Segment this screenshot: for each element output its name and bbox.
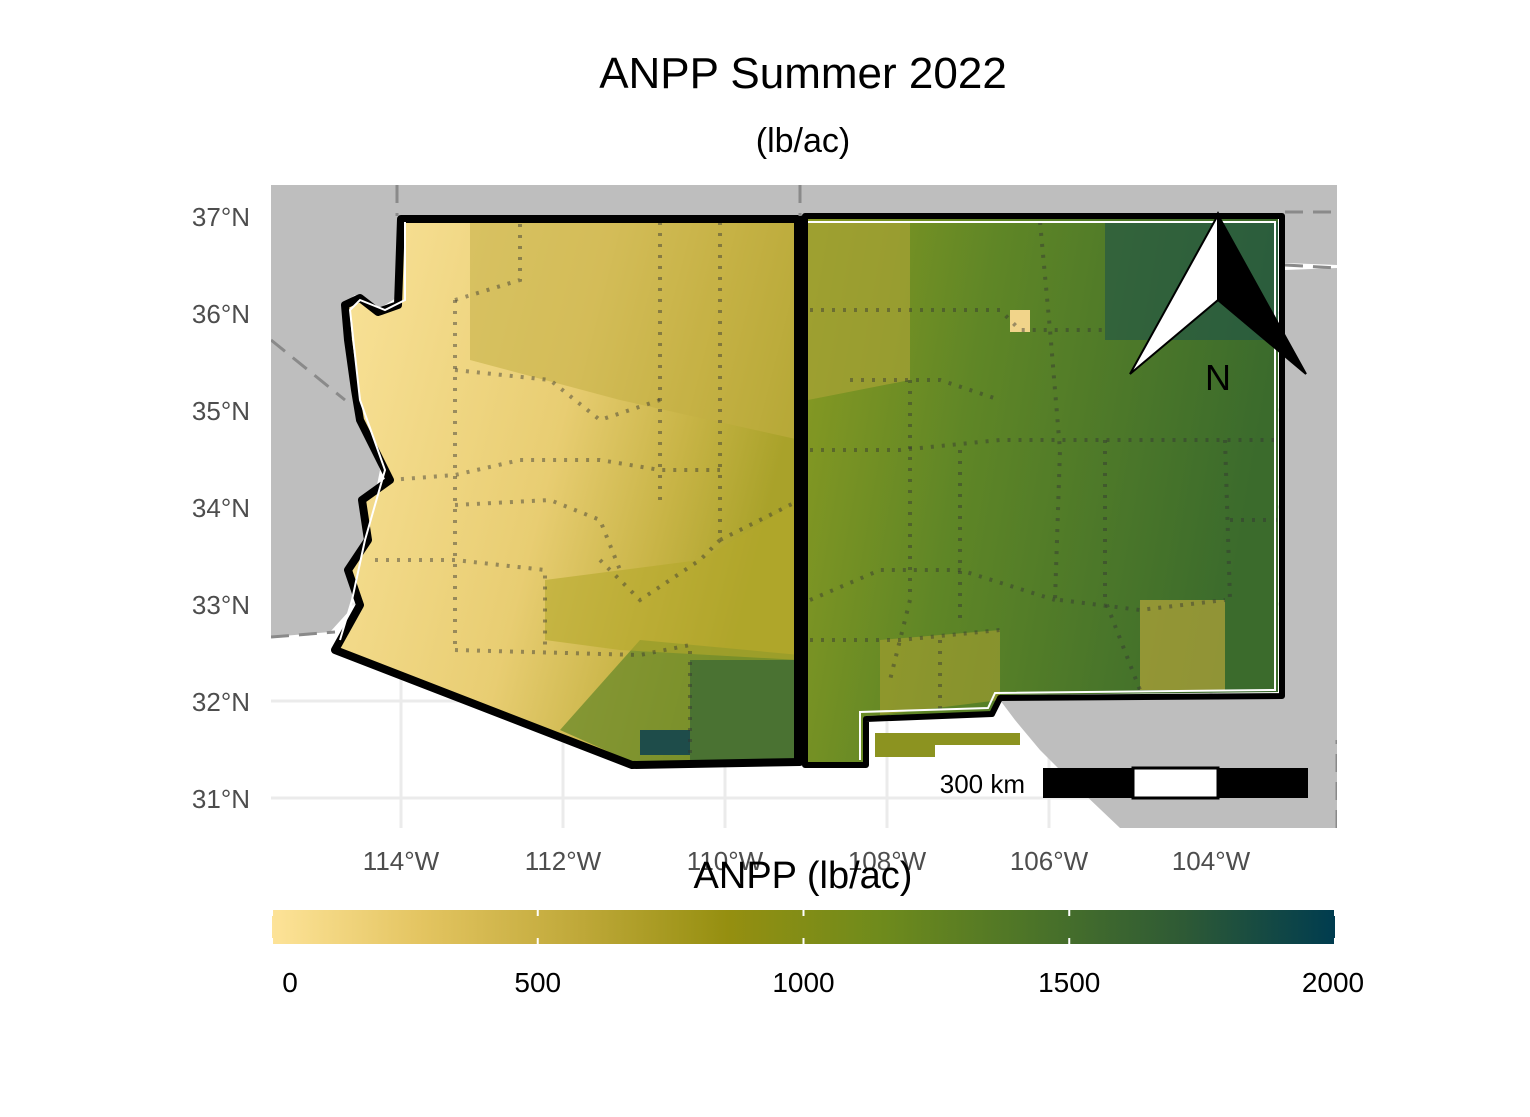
map-panel: N 300 km (271, 185, 1337, 828)
east-state-outline (802, 213, 1285, 768)
west-state-mid-shade (545, 500, 800, 660)
east-state-strip-2 (935, 733, 1020, 745)
map-subtitle: (lb/ac) (756, 122, 850, 160)
lon-label: 106°W (1010, 846, 1089, 876)
map-title: ANPP Summer 2022 (599, 49, 1007, 98)
lat-label: 31°N (192, 784, 250, 814)
lon-label: 110°W (687, 846, 764, 876)
west-state-southeast-shade (690, 660, 800, 760)
legend-tick-label: 1500 (1038, 967, 1100, 998)
legend-tick-label: 1000 (772, 967, 834, 998)
lat-label: 37°N (192, 202, 250, 232)
west-state-inner-line (339, 222, 406, 641)
east-state-south-shade (880, 630, 1000, 715)
lat-label: 33°N (192, 590, 250, 620)
lat-axis-labels: 37°N 36°N 35°N 34°N 33°N 32°N 31°N (192, 202, 250, 814)
west-state-dark-cell (640, 730, 690, 755)
scale-bar-segment-2 (1131, 766, 1220, 800)
lon-label: 114°W (363, 846, 440, 876)
east-state-strip (875, 733, 935, 757)
scale-bar-label: 300 km (940, 769, 1025, 799)
county-boundaries (375, 221, 1278, 760)
north-arrow-label: N (1205, 357, 1231, 398)
lon-axis-labels: 114°W 112°W 110°W 108°W 106°W 104°W (363, 846, 1251, 876)
lon-label: 108°W (848, 846, 927, 876)
east-state-light-cell (1010, 310, 1030, 332)
lat-label: 34°N (192, 493, 250, 523)
scale-bar: 300 km (940, 766, 1308, 800)
lat-label: 36°N (192, 299, 250, 329)
color-legend: ANPP (lb/ac) 0 500 1000 1500 2000 (271, 855, 1364, 998)
east-state-inner-line (808, 221, 1276, 760)
north-arrow-icon: N (1129, 211, 1307, 398)
lat-label: 32°N (192, 687, 250, 717)
scale-bar-segment-3 (1218, 768, 1308, 798)
background-land-north (271, 185, 1337, 637)
legend-tick-label: 500 (514, 967, 561, 998)
west-state-north-shade (470, 222, 800, 440)
legend-title: ANPP (lb/ac) (694, 855, 913, 897)
lon-label: 104°W (1172, 846, 1251, 876)
east-state-west-shade (808, 222, 910, 400)
legend-ticks (271, 910, 1336, 944)
east-state-southeast-shade (1140, 600, 1225, 690)
lon-label: 112°W (525, 846, 602, 876)
lat-label: 35°N (192, 396, 250, 426)
legend-tick-label: 2000 (1302, 967, 1364, 998)
legend-tick-labels: 0 500 1000 1500 2000 (282, 967, 1364, 998)
external-boundaries (271, 185, 1337, 828)
scale-bar-segment-1 (1043, 768, 1133, 798)
west-state-outline (331, 215, 804, 769)
legend-tick-label: 0 (282, 967, 298, 998)
